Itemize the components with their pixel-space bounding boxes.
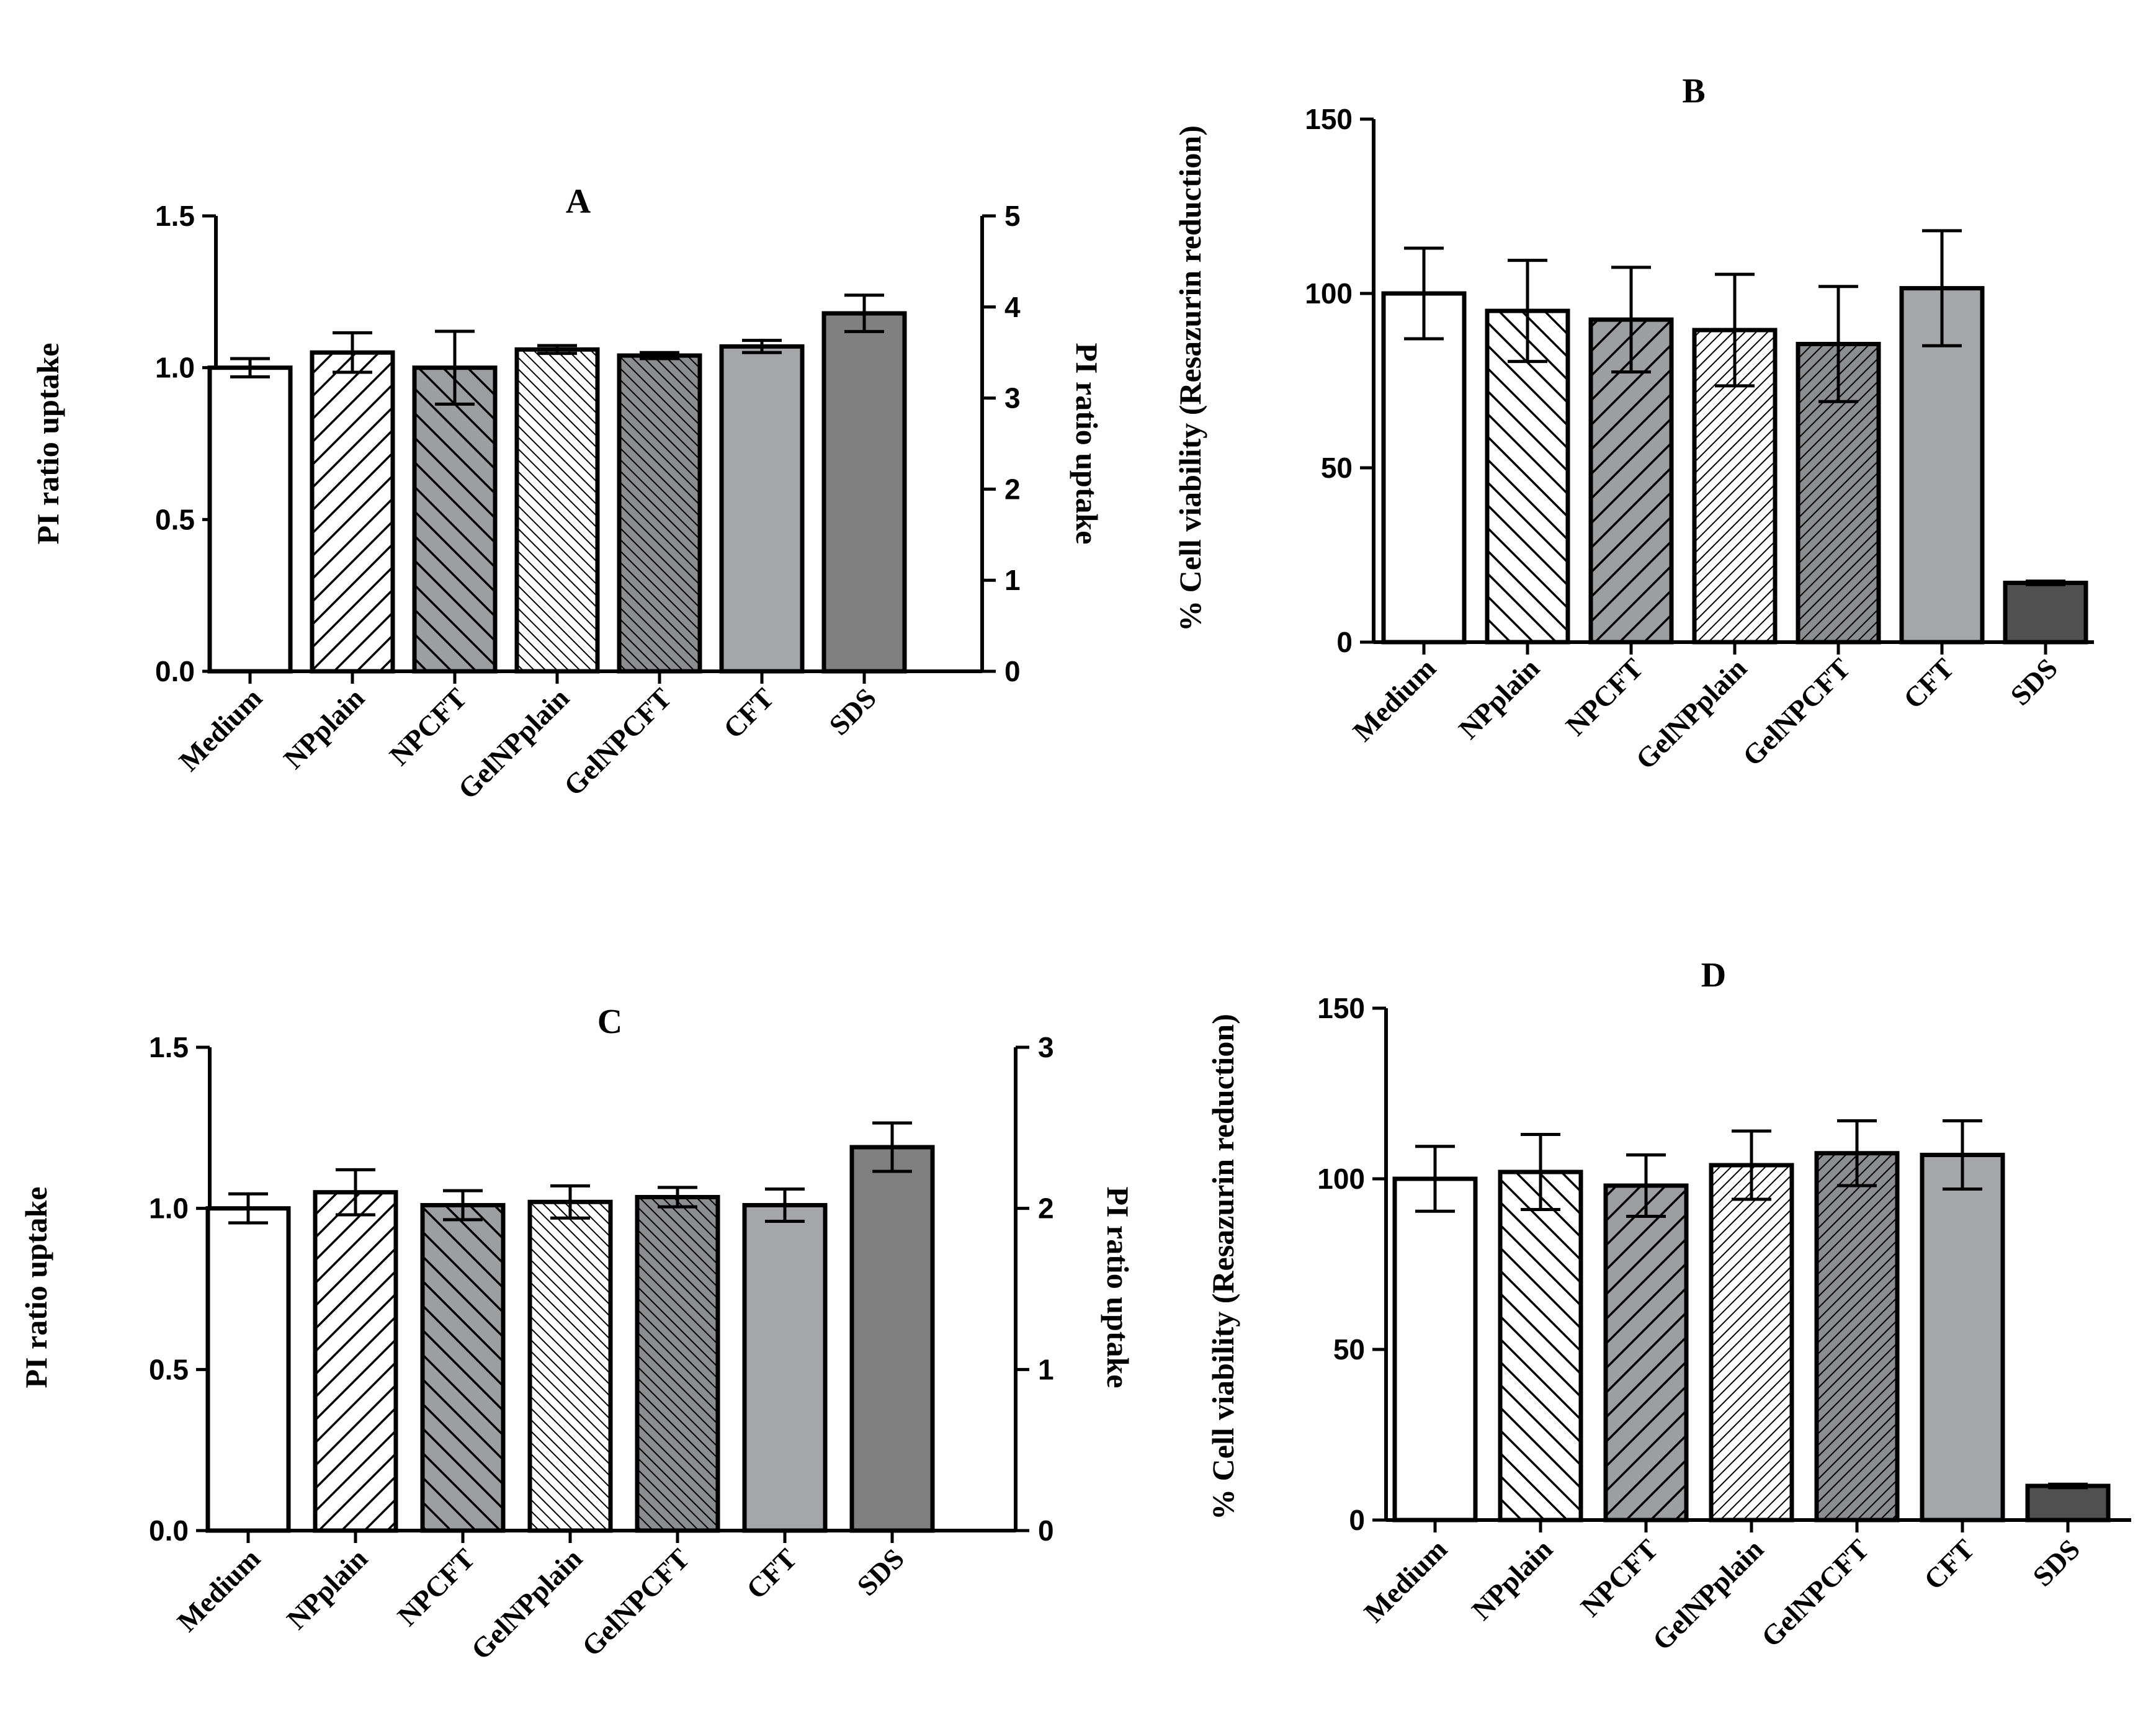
y-axis-label: PI ratio uptake: [19, 1187, 53, 1389]
y-axis-label-right: PI ratio uptake: [1101, 1187, 1135, 1389]
y-axis-label: % Cell viability (Resazurin reduction): [1205, 1014, 1240, 1520]
category-label: NPCFT: [391, 1542, 481, 1632]
y-tick-label-left: 50: [1321, 452, 1353, 484]
y-axis-label-right: PI ratio uptake: [1070, 343, 1104, 545]
y-tick-label-left: 150: [1317, 992, 1365, 1024]
category-label: GelNPCFT: [558, 682, 678, 802]
category-label: NPplain: [1465, 1533, 1559, 1626]
y-tick-label-left: 100: [1317, 1163, 1365, 1195]
category-label: CFT: [717, 682, 780, 745]
y-tick-label-left: 1.0: [149, 1192, 189, 1225]
category-label: Medium: [173, 682, 269, 777]
panel-title: C: [597, 1003, 622, 1041]
category-label: GelNPCFT: [1755, 1533, 1875, 1653]
bar: [1498, 1170, 1583, 1523]
bar: [1485, 308, 1570, 645]
bar: [1920, 1153, 2005, 1523]
bar: [2025, 1483, 2111, 1523]
y-tick-label-left: 0: [1349, 1504, 1365, 1536]
y-tick-label-left: 0: [1336, 626, 1353, 658]
bar: [1392, 1176, 1478, 1523]
bar: [527, 1199, 613, 1533]
y-tick-label-right: 2: [1004, 473, 1021, 505]
category-label: CFT: [740, 1542, 803, 1605]
y-tick-label-right: 5: [1004, 200, 1021, 232]
y-tick-label-right: 3: [1004, 382, 1021, 414]
y-tick-label-left: 1.5: [149, 1031, 189, 1063]
category-label: NPCFT: [1560, 652, 1649, 741]
bar: [635, 1194, 720, 1533]
bar: [412, 365, 498, 674]
y-tick-label-left: 1.5: [155, 200, 195, 232]
bar: [207, 365, 293, 674]
category-label: Medium: [1358, 1533, 1454, 1629]
category-label: NPplain: [277, 682, 370, 775]
panel-title: A: [566, 182, 591, 221]
y-tick-label-left: 0.0: [155, 655, 195, 687]
category-label: GelNPplain: [1629, 652, 1753, 776]
y-axis-label: PI ratio uptake: [30, 343, 65, 545]
y-tick-label-left: 0.5: [149, 1353, 189, 1385]
bar: [742, 1202, 828, 1533]
bar: [1709, 1163, 1794, 1523]
category-label: GelNPplain: [1646, 1533, 1769, 1657]
panel-d: 0 50 100 150 Medium NPplain NPCFTGelNPplainGel…: [1205, 956, 2131, 1657]
category-label: Medium: [1347, 652, 1443, 748]
y-tick-label-left: 0.5: [155, 503, 195, 535]
bar: [1381, 291, 1467, 645]
y-tick-label-left: 100: [1305, 277, 1353, 310]
bar: [719, 344, 805, 674]
panel-c: 0.0 0.5 1.0 1.5 0 1 2 3 Medium NPplain NPCFTGelNPp…: [19, 1003, 1135, 1666]
bar: [313, 1190, 398, 1533]
category-label: GelNPplain: [452, 682, 575, 805]
category-label: NPplain: [280, 1542, 373, 1635]
category-label: SDS: [2026, 1533, 2086, 1593]
bar: [2003, 580, 2088, 645]
y-tick-label-left: 0.0: [149, 1514, 189, 1547]
y-tick-label-right: 0: [1004, 655, 1021, 687]
category-label: CFT: [1918, 1533, 1980, 1596]
bar: [849, 1145, 935, 1533]
bar: [420, 1202, 506, 1533]
category-label: GelNPplain: [465, 1542, 588, 1666]
y-tick-label-right: 0: [1038, 1514, 1054, 1547]
y-tick-label-right: 4: [1004, 291, 1021, 323]
y-tick-label-right: 3: [1038, 1031, 1054, 1063]
category-label: Medium: [171, 1542, 267, 1638]
panel-title: B: [1682, 72, 1705, 110]
category-label: GelNPCFT: [576, 1542, 696, 1662]
bar: [617, 353, 702, 674]
bar: [205, 1206, 291, 1533]
y-tick-label-left: 1.0: [155, 352, 195, 384]
category-label: NPCFT: [383, 682, 473, 771]
category-label: SDS: [851, 1542, 910, 1602]
y-tick-label-left: 50: [1333, 1333, 1365, 1366]
category-label: NPCFT: [1575, 1533, 1664, 1622]
y-tick-label-right: 2: [1038, 1192, 1054, 1225]
bar: [1603, 1183, 1689, 1523]
category-label: SDS: [2004, 652, 2064, 712]
bar: [821, 311, 907, 674]
y-tick-label-right: 1: [1038, 1353, 1054, 1385]
bar: [310, 350, 395, 674]
category-label: SDS: [823, 682, 882, 741]
panel-title: D: [1701, 956, 1726, 995]
y-tick-label-right: 1: [1004, 564, 1021, 596]
panel-b: 0 50 100 150 Medium NPplain NPCFTGelNPplainGel…: [1173, 72, 2094, 776]
category-label: CFT: [1897, 652, 1960, 715]
category-label: GelNPCFT: [1737, 652, 1856, 772]
category-label: NPplain: [1452, 652, 1545, 745]
bar: [514, 347, 600, 674]
y-axis-label: % Cell viability (Resazurin reduction): [1173, 125, 1207, 632]
bar: [1814, 1151, 1900, 1523]
y-tick-label-left: 150: [1305, 103, 1353, 135]
